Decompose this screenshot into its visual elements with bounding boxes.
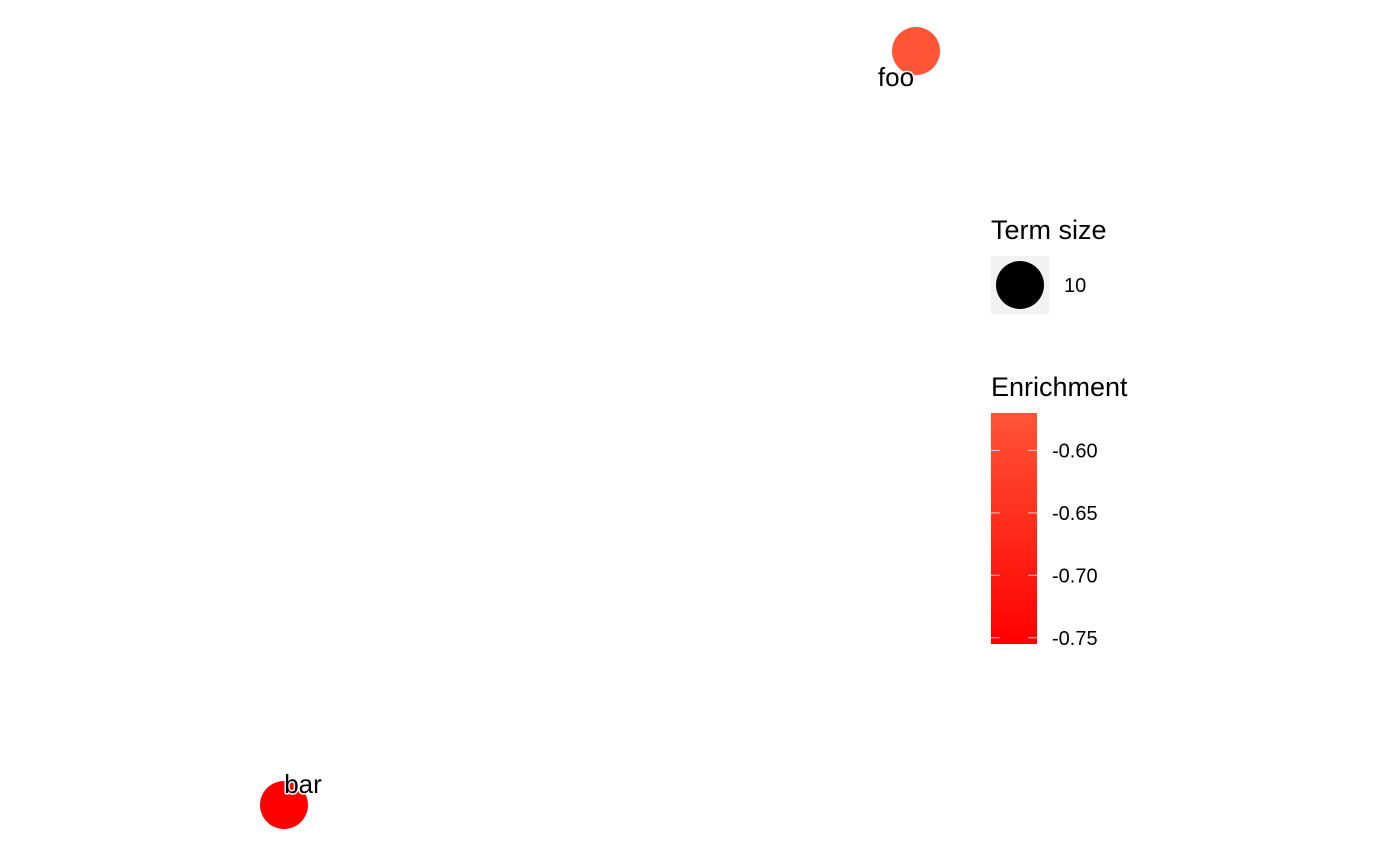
size-legend-label: 10 (1064, 275, 1086, 297)
size-legend: Term size 10 (991, 215, 1107, 314)
size-legend-title: Term size (991, 215, 1107, 245)
node-foo-label: foo (878, 62, 914, 92)
node-bar-point (260, 781, 308, 829)
color-legend-colorbar (991, 413, 1037, 644)
color-legend-title: Enrichment (991, 372, 1128, 402)
colorbar-tick-label-2: -0.70 (1052, 565, 1098, 587)
color-legend: Enrichment -0.60 -0.65 -0.70 -0.75 (991, 372, 1128, 650)
plot-panel: foo bar (260, 27, 940, 829)
colorbar-tick-label-3: -0.75 (1052, 628, 1098, 650)
node-bar-label: bar (284, 769, 322, 799)
size-legend-key-point (996, 261, 1044, 309)
colorbar-tick-label-1: -0.65 (1052, 503, 1098, 525)
color-legend-ticks: -0.60 -0.65 -0.70 -0.75 (991, 440, 1098, 650)
colorbar-tick-label-0: -0.60 (1052, 440, 1098, 462)
node-foo-point (892, 27, 940, 75)
